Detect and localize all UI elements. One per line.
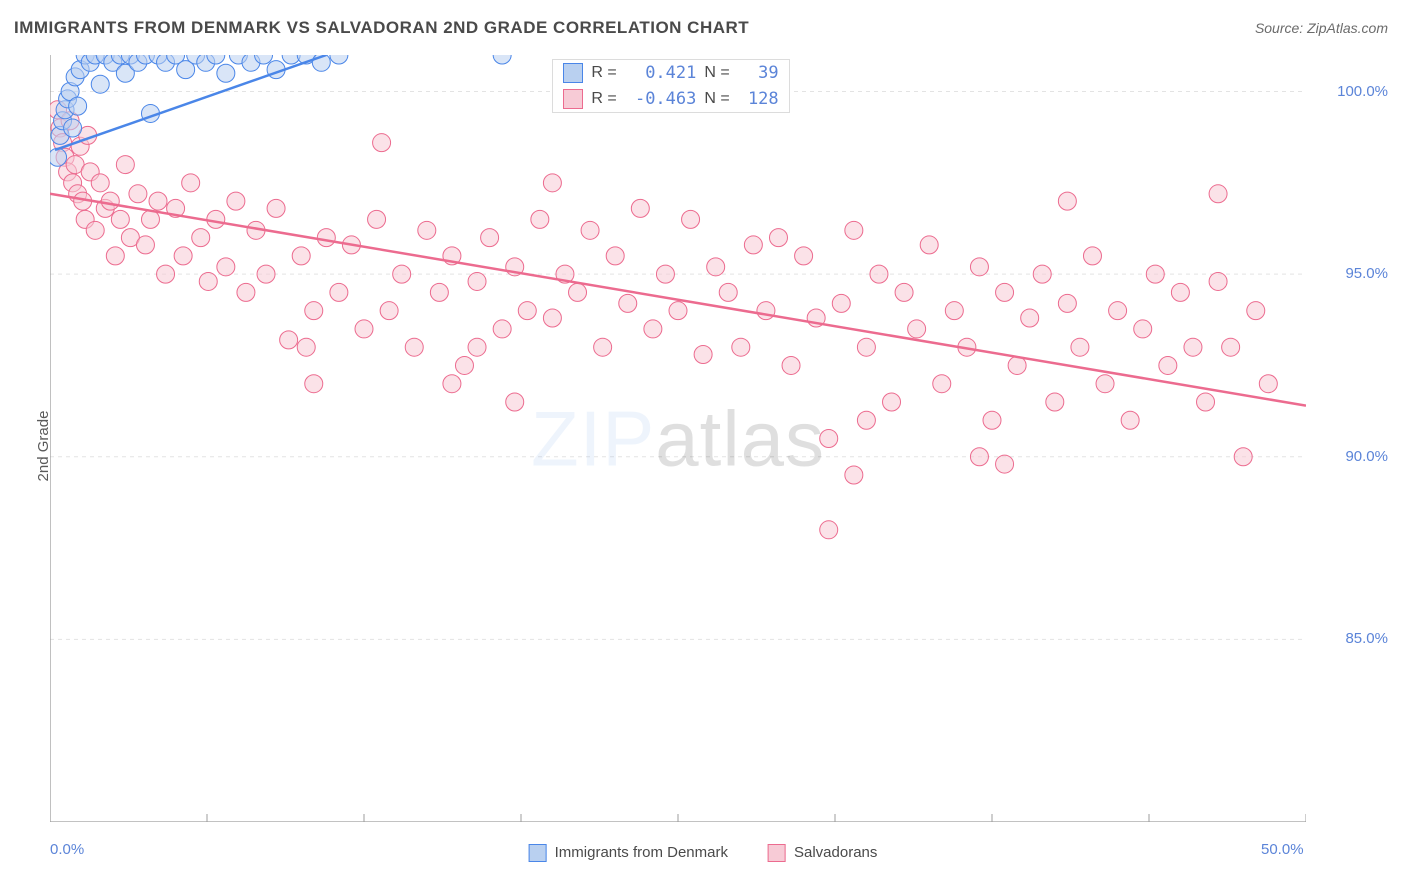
r-label: R = — [591, 64, 616, 82]
x-tick-label: 0.0% — [50, 841, 84, 858]
plot-area: ZIPatlas R =0.421N =39R =-0.463N =128 — [50, 55, 1306, 822]
n-value: 128 — [738, 89, 779, 109]
legend-label: Salvadorans — [794, 844, 877, 861]
series-legend: Immigrants from Denmark Salvadorans — [529, 844, 878, 862]
legend-swatch — [768, 844, 786, 862]
n-label: N = — [704, 64, 729, 82]
source-name: ZipAtlas.com — [1307, 20, 1388, 36]
legend-label: Immigrants from Denmark — [555, 844, 728, 861]
n-value: 39 — [738, 63, 779, 83]
legend-item: Salvadorans — [768, 844, 877, 862]
source-attribution: Source: ZipAtlas.com — [1255, 20, 1388, 36]
r-value: -0.463 — [625, 89, 697, 109]
legend-swatch — [529, 844, 547, 862]
source-prefix: Source: — [1255, 20, 1307, 36]
n-label: N = — [704, 90, 729, 108]
correlation-stats-legend: R = 0.421 N = 39 R = -0.463 N = 128 — [552, 59, 789, 113]
r-label: R = — [591, 90, 616, 108]
legend-item: Immigrants from Denmark — [529, 844, 728, 862]
y-tick-label: 100.0% — [1337, 83, 1388, 100]
legend-swatch — [563, 63, 583, 83]
y-tick-label: 85.0% — [1345, 630, 1388, 647]
scatter-plot-svg — [50, 55, 1306, 822]
y-tick-label: 95.0% — [1345, 265, 1388, 282]
y-tick-label: 90.0% — [1345, 448, 1388, 465]
legend-swatch — [563, 89, 583, 109]
x-tick-label: 50.0% — [1261, 841, 1304, 858]
chart-title: IMMIGRANTS FROM DENMARK VS SALVADORAN 2N… — [14, 18, 749, 38]
r-value: 0.421 — [625, 63, 697, 83]
stat-legend-row: R = 0.421 N = 39 — [553, 60, 788, 86]
stat-legend-row: R = -0.463 N = 128 — [553, 86, 788, 112]
